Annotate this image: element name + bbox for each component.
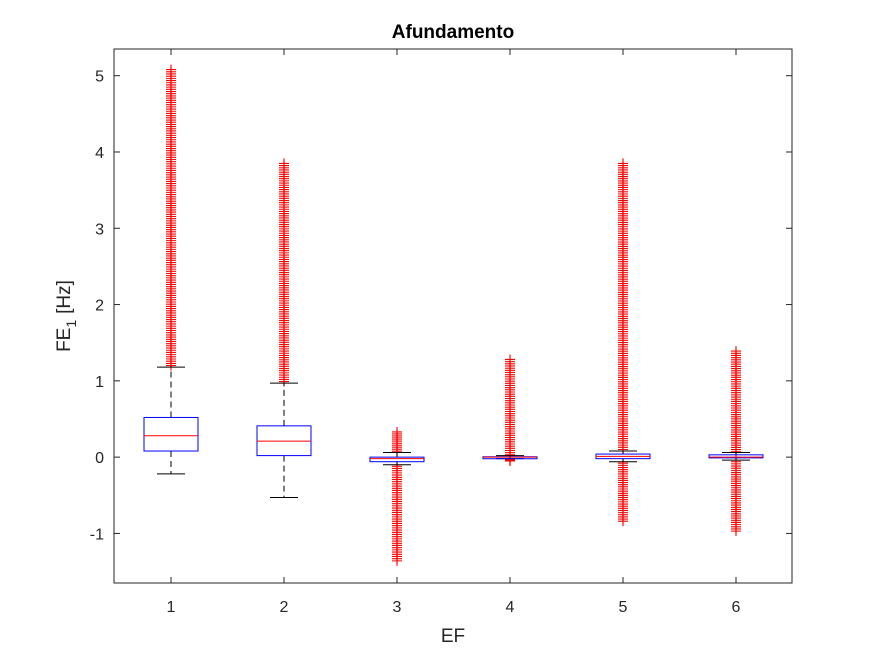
outlier-marker [731, 346, 741, 357]
chart-marks [143, 64, 764, 566]
axes-box [113, 48, 793, 584]
outlier-marker [505, 354, 515, 365]
x-tick-label: 6 [732, 599, 741, 616]
box-iqr [708, 454, 764, 459]
x-axis-label: EF [441, 626, 465, 647]
outlier-marker [166, 64, 176, 75]
outlier-marker [279, 158, 289, 169]
plot-area [114, 49, 792, 583]
y-tick-label: 2 [95, 298, 104, 315]
box-iqr [143, 416, 199, 452]
x-tick-label: 1 [167, 599, 176, 616]
chart-title: Afundamento [392, 22, 514, 43]
x-tick-label: 5 [619, 599, 628, 616]
y-tick-label: 3 [95, 221, 104, 238]
y-tick-label: 1 [95, 374, 104, 391]
box-group-1 [143, 64, 199, 475]
box-iqr [369, 456, 425, 463]
y-axis-label: FE1 [Hz] [54, 280, 79, 352]
box-group-4 [482, 354, 538, 466]
y-tick-label: 5 [95, 69, 104, 86]
box-group-5 [595, 158, 651, 527]
box-group-3 [369, 426, 425, 566]
box-group-6 [708, 346, 764, 537]
x-tick-label: 3 [393, 599, 402, 616]
y-tick-label: 4 [95, 145, 104, 162]
y-tick-label: 0 [95, 450, 104, 467]
y-axis-label-base: FE [54, 328, 75, 352]
x-tick-label: 2 [280, 599, 289, 616]
axis-ticks: -1 0 1 2 3 4 5 1 2 3 4 5 6 [90, 49, 792, 616]
y-axis-label-unit: [Hz] [54, 280, 75, 314]
x-tick-label: 4 [506, 599, 515, 616]
y-tick-label: -1 [90, 526, 104, 543]
y-axis-label-subscript: 1 [63, 320, 79, 328]
outlier-marker [618, 158, 628, 169]
box-group-2 [256, 158, 312, 499]
outlier-marker [392, 426, 402, 437]
